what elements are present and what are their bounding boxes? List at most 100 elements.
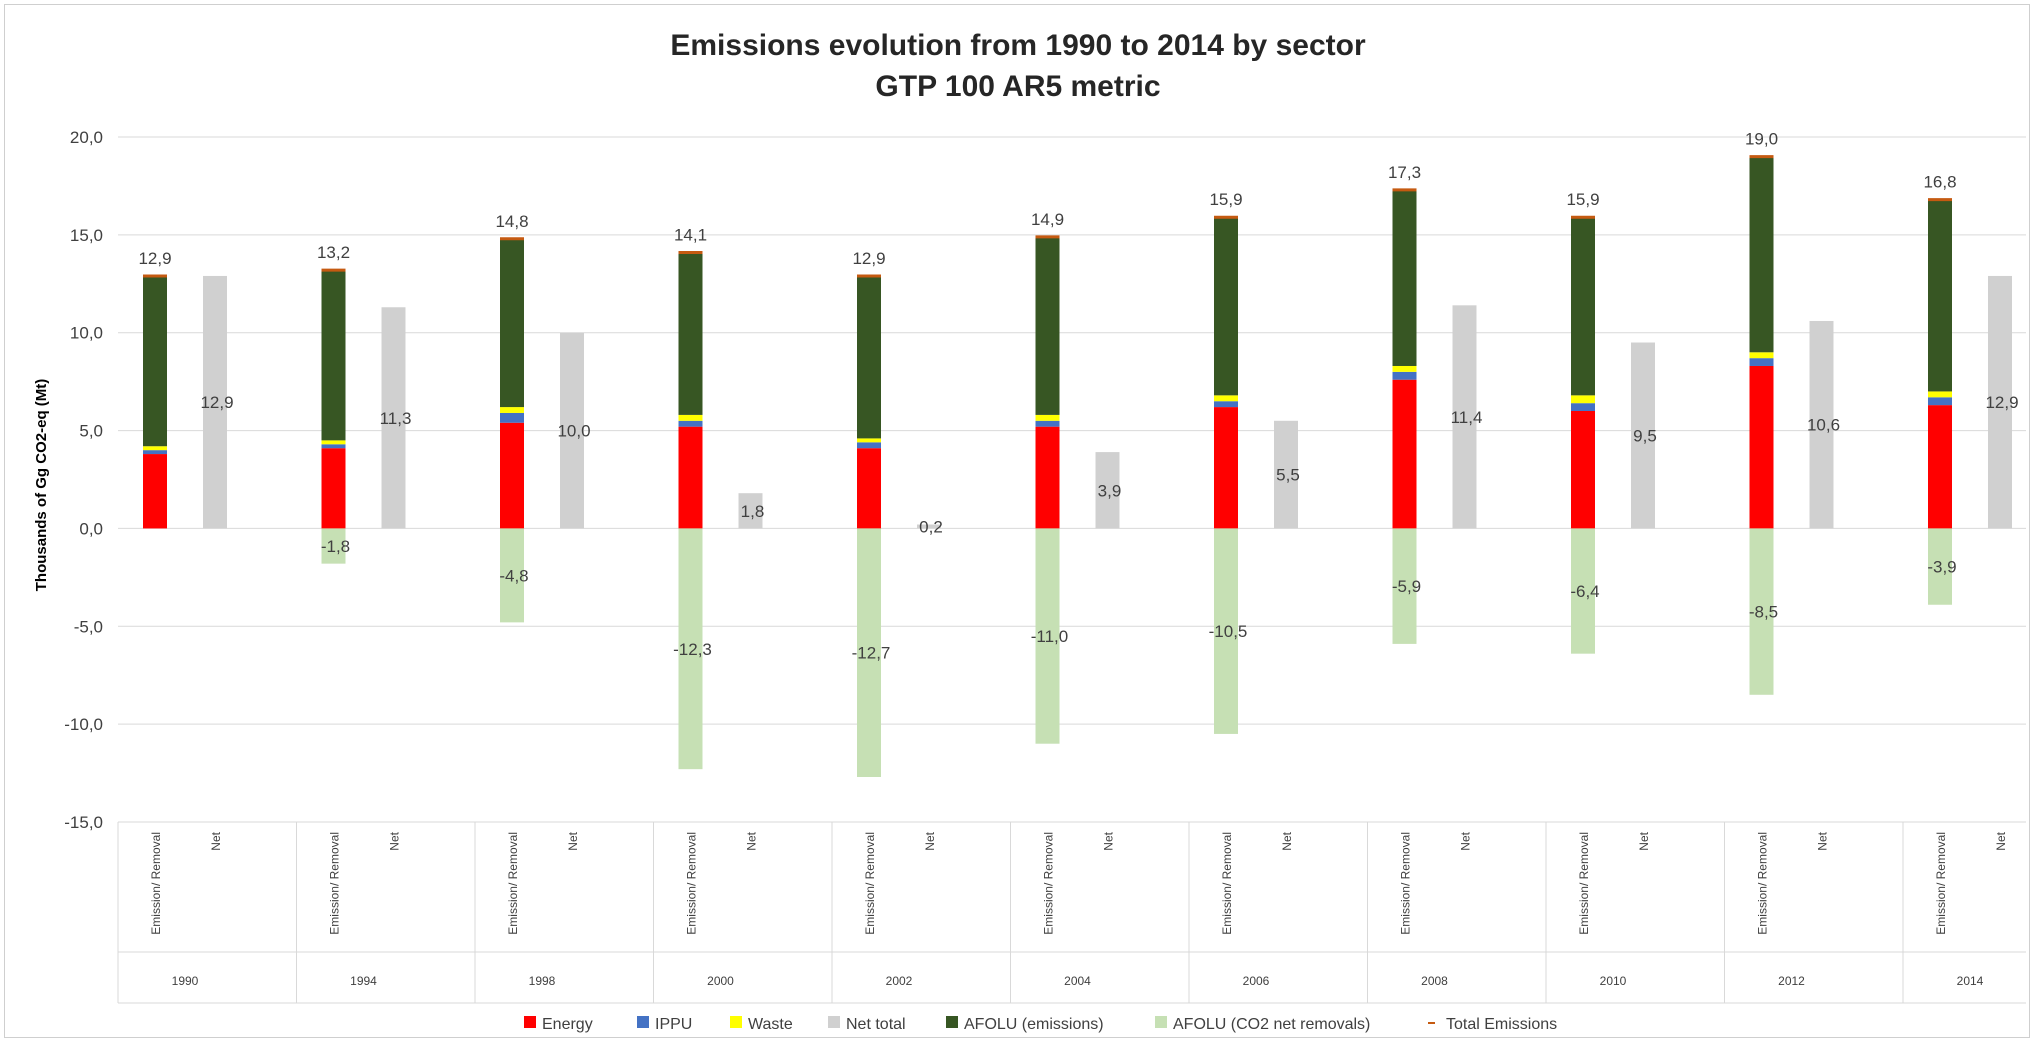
removal-label: -4,8 (499, 566, 528, 585)
afolu-emissions-bar (1928, 199, 1952, 392)
sub-category-label: Net (1994, 831, 2008, 850)
net-total-bar (1274, 420, 1298, 529)
bars (143, 155, 2012, 777)
afolu-removals-bar (1214, 528, 1238, 734)
removal-label: -12,7 (852, 644, 891, 663)
sub-category-label: Net (923, 831, 937, 850)
afolu-emissions-bar (857, 275, 881, 439)
year-label: 2002 (886, 974, 913, 988)
net-label: 10,0 (557, 422, 590, 441)
waste-bar (1928, 391, 1952, 398)
afolu-removals-bar (321, 528, 346, 564)
waste-bar (1214, 395, 1238, 402)
removal-label: -12,3 (673, 640, 712, 659)
afolu-removals-bar (857, 528, 881, 777)
sub-category-label: Emission/ Removal (506, 832, 520, 935)
legend-label: AFOLU (emissions) (964, 1016, 1104, 1033)
net-total-bar (1452, 305, 1477, 529)
net-label: 5,5 (1276, 466, 1300, 485)
removal-label: -8,5 (1749, 603, 1778, 622)
sub-category-label: Net (745, 831, 759, 850)
removal-label: -1,8 (321, 537, 350, 556)
year-label: 1998 (529, 974, 556, 988)
legend-swatch (637, 1016, 649, 1028)
energy-bar (1928, 405, 1952, 529)
net-label: 10,6 (1807, 416, 1840, 435)
energy-bar (1392, 379, 1417, 529)
total-label: 12,9 (852, 249, 885, 268)
sub-category-label: Emission/ Removal (328, 832, 342, 935)
net-total-bar (560, 332, 584, 529)
sub-category-label: Net (566, 831, 580, 850)
removal-label: -6,4 (1570, 582, 1599, 601)
net-label: 1,8 (741, 502, 765, 521)
y-axis-ticks: 20,0 15,0 10,0 5,0 0,0 -5,0 -10,0 -15,0 (64, 128, 103, 832)
net-total-bar (1631, 342, 1655, 529)
sub-category-label: Emission/ Removal (1756, 832, 1770, 935)
net-total-bar (1988, 275, 2012, 529)
ippu-bar (857, 442, 881, 449)
afolu-emissions-bar (143, 275, 167, 447)
net-total-bar (203, 275, 227, 529)
net-label: 11,3 (380, 409, 412, 428)
legend-swatch (828, 1016, 840, 1028)
afolu-emissions-bar (321, 270, 346, 441)
legend-swatch (1155, 1016, 1167, 1028)
ippu-bar (1392, 371, 1417, 380)
ippu-bar (1214, 401, 1238, 408)
legend: Energy IPPU Waste Net total AFOLU (emissions… (524, 1016, 1557, 1033)
year-label: 2004 (1064, 974, 1091, 988)
legend-label: IPPU (655, 1016, 692, 1033)
chart-title-line-1: Emissions evolution from 1990 to 2014 by… (670, 29, 1366, 62)
afolu-removals-bar (1035, 528, 1060, 744)
waste-bar (321, 440, 346, 445)
energy-bar (1749, 365, 1774, 529)
energy-bar (143, 454, 167, 529)
gridlines (118, 136, 2026, 823)
sub-category-label: Emission/ Removal (149, 832, 163, 935)
afolu-emissions-bar (1392, 189, 1417, 366)
removal-label: -3,9 (1927, 558, 1956, 577)
x-axis: Emission/ Removal Net 1990 Emission/ Remova… (117, 822, 2026, 1004)
legend-label: Total Emissions (1446, 1016, 1557, 1033)
y-tick-label: 0,0 (79, 519, 103, 538)
y-tick-label: -10,0 (64, 715, 103, 734)
net-label: 12,9 (1985, 393, 2018, 412)
chart-title-line-2: GTP 100 AR5 metric (875, 70, 1160, 103)
waste-bar (143, 446, 167, 451)
net-total-bar (1095, 452, 1120, 529)
year-label: 2008 (1421, 974, 1448, 988)
afolu-emissions-bar (1214, 217, 1238, 396)
data-labels: 12,9 12,9 13,2 11,3 -1,8 14,8 10,0 -4,8 14,1 1,8 -… (138, 130, 2018, 663)
energy-bar (1214, 407, 1238, 529)
sub-category-label: Emission/ Removal (863, 832, 877, 935)
waste-bar (1035, 414, 1060, 421)
year-label: 2012 (1778, 974, 1805, 988)
energy-bar (500, 422, 524, 529)
afolu-emissions-bar (1035, 236, 1060, 415)
legend-label: Energy (542, 1016, 593, 1033)
ippu-bar (1571, 403, 1595, 411)
afolu-emissions-bar (1749, 156, 1774, 353)
y-tick-label: -5,0 (74, 617, 103, 636)
removal-label: -10,5 (1209, 622, 1248, 641)
y-axis-label: Thousands of Gg CO2-eq (Mt) (33, 379, 50, 591)
energy-bar (1035, 426, 1060, 529)
afolu-removals-bar (1392, 528, 1417, 644)
sub-category-label: Net (1102, 831, 1116, 850)
year-label: 2000 (707, 974, 734, 988)
afolu-removals-bar (1928, 528, 1952, 605)
sub-category-label: Net (388, 831, 402, 850)
ippu-bar (143, 450, 167, 455)
ippu-bar (500, 412, 524, 423)
total-label: 15,9 (1209, 190, 1242, 209)
year-label: 2014 (1957, 974, 1984, 988)
sub-category-label: Net (209, 831, 223, 850)
legend-label: AFOLU (CO2 net removals) (1173, 1016, 1370, 1033)
year-label: 2010 (1600, 974, 1627, 988)
afolu-emissions-bar (678, 252, 703, 415)
sub-category-label: Emission/ Removal (1399, 832, 1413, 935)
net-total-bar (738, 493, 763, 529)
legend-label: Waste (748, 1016, 793, 1033)
